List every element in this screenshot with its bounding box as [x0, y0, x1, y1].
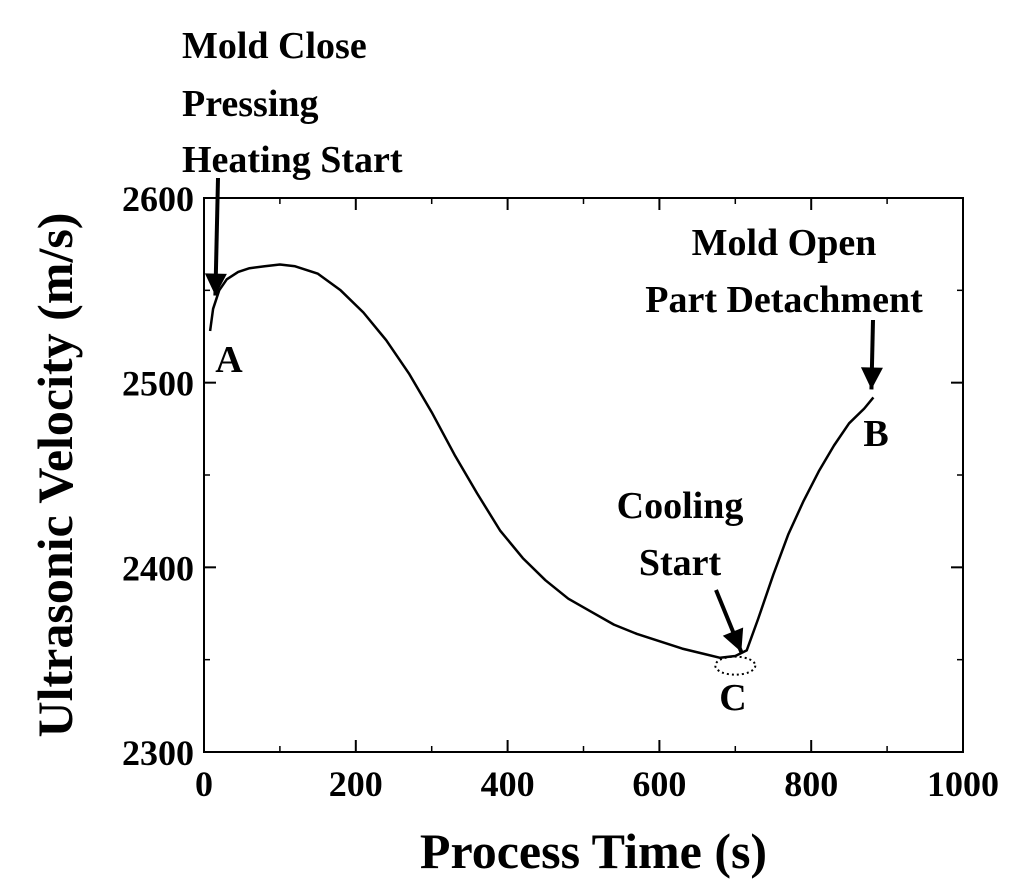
- annotation-heating-line: Pressing: [182, 83, 319, 125]
- heating-start-arrow: [204, 177, 227, 296]
- x-tick-label: 800: [784, 764, 838, 804]
- mold-open-arrow: [860, 319, 883, 390]
- y-tick-label: 2500: [122, 364, 194, 404]
- y-tick-label: 2300: [122, 733, 194, 773]
- annotation-heating-line: Heating Start: [182, 139, 403, 181]
- cooling-marker-circle: [714, 655, 757, 676]
- annotation-mold-open-line: Mold Open: [692, 222, 877, 264]
- x-tick-label: 1000: [927, 764, 999, 804]
- x-axis-label: Process Time (s): [420, 823, 767, 879]
- annotation-cooling-line: Cooling: [617, 485, 744, 527]
- annotation-cooling-line: Start: [639, 542, 722, 584]
- series-line: [208, 263, 875, 660]
- y-tick-label: 2400: [122, 548, 194, 588]
- y-axis-label: Ultrasonic Velocity (m/s): [27, 213, 83, 738]
- x-tick-label: 600: [632, 764, 686, 804]
- point-label-c: C: [719, 677, 746, 719]
- x-tick-label: 200: [329, 764, 383, 804]
- cooling-start-arrow: [714, 589, 744, 653]
- arrow-head: [860, 367, 883, 390]
- y-tick-label: 2600: [122, 179, 194, 219]
- annotation-heating-line: Mold Close: [182, 25, 367, 67]
- annotation-mold-open-line: Part Detachment: [645, 279, 923, 321]
- x-tick-label: 400: [481, 764, 535, 804]
- arrow-head: [722, 627, 744, 652]
- point-label-b: B: [863, 413, 888, 455]
- arrow-head: [204, 273, 227, 296]
- x-axis: 0 200 400 600 800 1000: [195, 198, 999, 804]
- series-layer: [208, 263, 875, 676]
- point-label-a: A: [215, 339, 243, 381]
- y-axis: 2300 2400 2500 2600: [122, 179, 963, 773]
- annotation-layer: Mold Close Pressing Heating Start Mold Open…: [182, 25, 923, 719]
- x-tick-label: 0: [195, 764, 213, 804]
